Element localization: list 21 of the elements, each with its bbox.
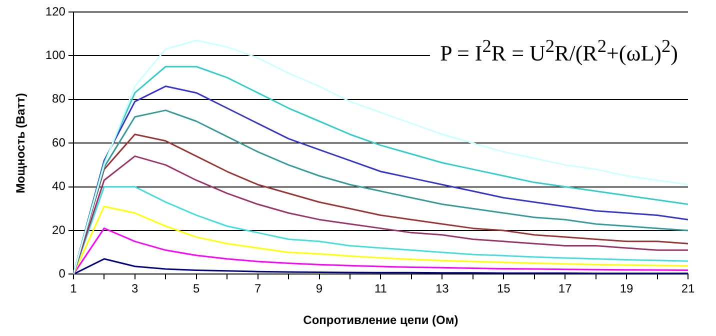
y-tick-label: 20 (52, 222, 66, 237)
y-tick-label: 0 (58, 266, 66, 281)
y-tick-label: 100 (45, 48, 66, 62)
x-tick-label: 3 (132, 282, 139, 296)
x-tick-label: 13 (435, 282, 450, 296)
x-tick-label: 11 (374, 282, 388, 296)
x-axis-title: Сопротивление цепи (Ом) (303, 313, 458, 328)
x-tick-label: 1 (70, 282, 78, 296)
x-tick-label: 15 (496, 282, 511, 296)
x-tick-label: 9 (316, 282, 323, 296)
y-tick-label: 40 (52, 179, 66, 194)
x-tick-label: 5 (192, 282, 200, 296)
x-tick-label: 17 (558, 282, 572, 296)
y-axis-title: Мощность (Ватт) (14, 92, 28, 194)
text: P = I$^{2}$R = U$^{2}$R/(R$^{2}$+(ωL)$^{2}$) (440, 36, 678, 66)
x-tick-label: 7 (254, 282, 262, 296)
x-tick-label: 21 (681, 282, 695, 296)
y-tick-label: 60 (52, 135, 66, 150)
y-tick-label: 120 (45, 4, 66, 18)
y-tick-label: 80 (52, 92, 66, 106)
x-tick-label: 19 (620, 282, 634, 296)
